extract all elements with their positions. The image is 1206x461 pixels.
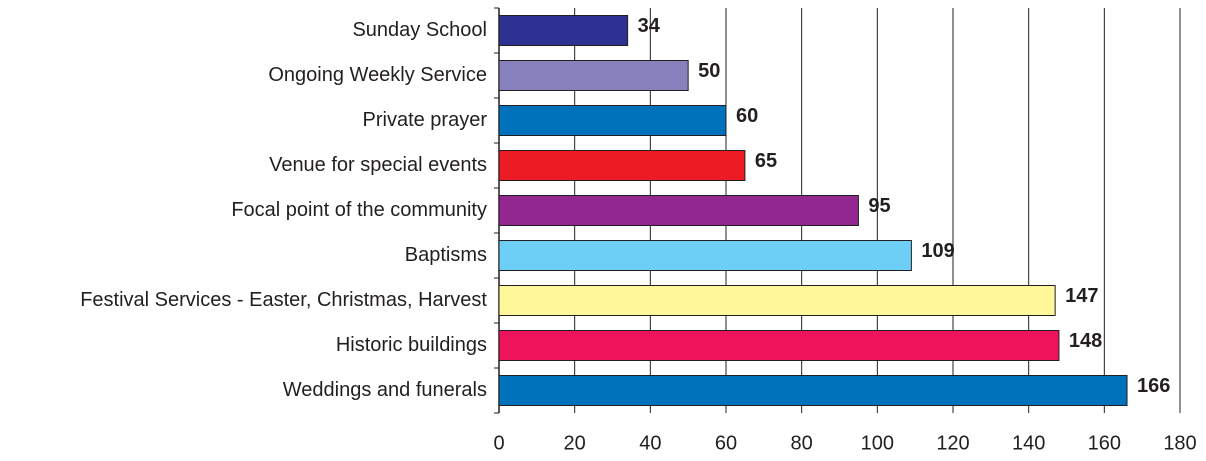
y-tick-label: Baptisms: [405, 244, 487, 266]
bar: [498, 15, 629, 46]
value-label: 65: [755, 150, 777, 172]
x-tick-label: 120: [936, 432, 969, 454]
x-tick-label: 20: [564, 432, 586, 454]
x-tick-label: 100: [861, 432, 894, 454]
value-label: 60: [736, 105, 758, 127]
bar: [498, 285, 1056, 316]
y-tick-label: Festival Services - Easter, Christmas, H…: [80, 289, 487, 311]
x-tick-label: 160: [1088, 432, 1121, 454]
bar: [498, 375, 1128, 406]
y-tick-label: Historic buildings: [336, 334, 487, 356]
bar: [498, 330, 1060, 361]
bar: [498, 240, 912, 271]
y-tick-label: Focal point of the community: [231, 199, 487, 221]
bar: [498, 105, 727, 136]
value-label: 166: [1137, 375, 1170, 397]
value-label: 50: [698, 60, 720, 82]
bar: [498, 195, 859, 226]
x-tick-label: 140: [1012, 432, 1045, 454]
x-tick-label: 0: [493, 432, 504, 454]
x-tick-label: 180: [1163, 432, 1196, 454]
y-tick-label: Weddings and funerals: [283, 379, 487, 401]
bar: [498, 150, 746, 181]
value-label: 95: [868, 195, 890, 217]
x-tick-label: 40: [639, 432, 661, 454]
y-tick-label: Sunday School: [352, 19, 487, 41]
x-tick-label: 60: [715, 432, 737, 454]
x-tick-label: 80: [791, 432, 813, 454]
y-tick-label: Private prayer: [363, 109, 488, 131]
value-label: 109: [921, 240, 954, 262]
y-tick-label: Venue for special events: [269, 154, 487, 176]
value-label: 148: [1069, 330, 1102, 352]
y-tick-label: Ongoing Weekly Service: [268, 64, 487, 86]
value-label: 147: [1065, 285, 1098, 307]
value-label: 34: [638, 15, 661, 37]
bar: [498, 60, 689, 91]
